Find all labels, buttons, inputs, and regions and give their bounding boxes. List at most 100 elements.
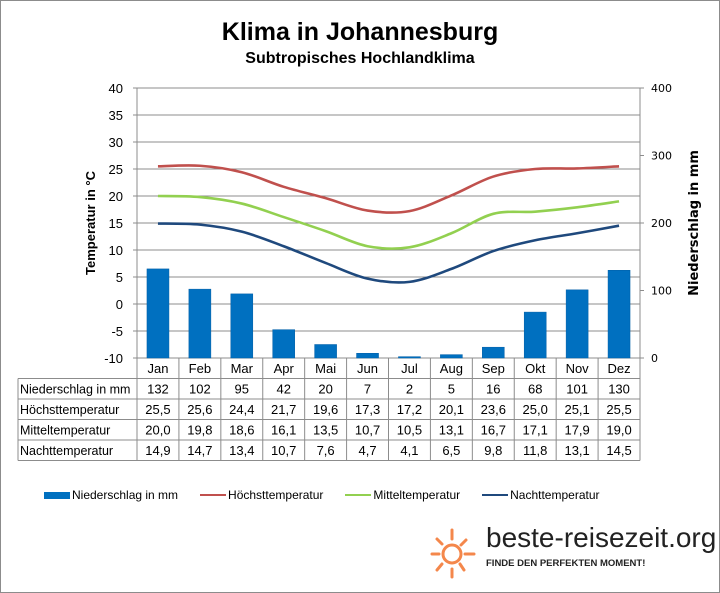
table-cell: 42	[276, 382, 290, 397]
legend-label: Höchsttemperatur	[228, 488, 324, 502]
table-cell: 19,0	[606, 423, 631, 438]
line-höchsttemperatur	[157, 164, 620, 214]
bar-jun	[356, 353, 379, 359]
bar-dez	[607, 270, 631, 359]
logo-text: beste-reisezeit.org	[486, 522, 717, 553]
y-axis-title-left: Temperatur in °C	[83, 170, 98, 275]
logo-tagline: FINDE DEN PERFEKTEN MOMENT!	[486, 558, 646, 569]
month-label-apr: Apr	[274, 361, 295, 376]
chart-subtitle: Subtropisches Hochlandklima	[245, 50, 475, 67]
tick-label-left: 0	[116, 297, 123, 312]
tick-label-left: 25	[109, 162, 123, 177]
bar-mar	[230, 293, 254, 359]
tick-label-right: 200	[651, 217, 672, 230]
bar-nov	[565, 289, 589, 359]
table-cell: 6,5	[442, 443, 460, 458]
table-cell: 101	[566, 382, 588, 397]
table-cell: 16,7	[481, 423, 506, 438]
table-row-label: Nachttemperatur	[20, 444, 113, 458]
table-cell: 20,1	[439, 402, 464, 417]
tick-label-right: 300	[651, 150, 672, 163]
tick-label-left: -10	[104, 351, 123, 366]
table-cell: 17,1	[523, 423, 548, 438]
bar-jan	[146, 268, 170, 359]
tick-label-left: 35	[109, 108, 123, 123]
legend-label: Mitteltemperatur	[373, 488, 461, 502]
month-label-okt: Okt	[525, 361, 546, 376]
table-cell: 4,7	[359, 443, 377, 458]
y-axis-title-right: Niederschlag in mm	[687, 150, 702, 296]
table-row-label: Mitteltemperatur	[20, 424, 110, 438]
month-label-feb: Feb	[189, 361, 211, 376]
table-cell: 2	[406, 382, 413, 397]
table-cell: 20,0	[145, 423, 170, 438]
table-cell: 20	[318, 382, 332, 397]
tick-label-left: -5	[111, 324, 123, 339]
bar-feb	[188, 288, 212, 359]
table-cell: 68	[528, 382, 542, 397]
table-cell: 17,9	[564, 423, 589, 438]
month-label-jan: Jan	[147, 361, 168, 376]
table-cell: 24,4	[229, 402, 254, 417]
legend-swatch	[44, 491, 70, 499]
table-cell: 10,7	[355, 423, 380, 438]
table-cell: 132	[147, 382, 169, 397]
month-label-jul: Jul	[401, 361, 418, 376]
bar-apr	[272, 329, 295, 359]
table-cell: 25,5	[145, 402, 170, 417]
bar-okt	[523, 311, 547, 359]
tick-label-right: 400	[651, 82, 672, 95]
tick-label-left: 30	[109, 135, 123, 150]
legend: Niederschlag in mm Höchsttemperatur Mittel…	[44, 488, 622, 502]
legend-item: Nachttemperatur	[482, 488, 600, 502]
table-cell: 13,4	[229, 443, 254, 458]
tick-label-left: 10	[109, 243, 123, 258]
table-cell: 130	[608, 382, 630, 397]
table-cell: 4,1	[400, 443, 418, 458]
sun-icon	[430, 528, 476, 579]
table-cell: 17,2	[397, 402, 422, 417]
table-cell: 21,7	[271, 402, 296, 417]
tick-label-right: 0	[651, 352, 658, 365]
table-cell: 11,8	[523, 443, 547, 458]
table-cell: 19,6	[313, 402, 338, 417]
table-cell: 13,5	[313, 423, 338, 438]
table-cell: 17,3	[355, 402, 380, 417]
table-cell: 16	[486, 382, 500, 397]
table-cell: 25,6	[187, 402, 212, 417]
month-label-dez: Dez	[607, 361, 630, 376]
table-cell: 102	[189, 382, 211, 397]
legend-label: Niederschlag in mm	[72, 488, 179, 502]
line-nachttemperatur	[157, 222, 620, 284]
line-mitteltemperatur	[157, 194, 620, 250]
table-cell: 18,6	[229, 423, 254, 438]
table-cell: 13,1	[439, 423, 464, 438]
table-cell: 7	[364, 382, 371, 397]
table-cell: 7,6	[317, 443, 335, 458]
bar-sep	[482, 346, 505, 359]
tick-label-left: 40	[109, 81, 123, 96]
table-cell: 5	[448, 382, 455, 397]
table-cell: 13,1	[564, 443, 589, 458]
legend-item: Niederschlag in mm	[44, 488, 178, 502]
legend-swatch	[482, 494, 509, 496]
table-cell: 25,5	[606, 402, 631, 417]
table-cell: 16,1	[271, 423, 296, 438]
month-label-nov: Nov	[566, 361, 590, 376]
tick-label-left: 5	[116, 270, 123, 285]
table-cell: 95	[235, 382, 249, 397]
legend-swatch	[345, 494, 372, 496]
tick-label-left: 20	[109, 189, 123, 204]
month-label-aug: Aug	[440, 361, 463, 376]
tick-label-right: 100	[651, 285, 672, 298]
chart-title: Klima in Johannesburg	[221, 18, 499, 46]
month-label-jun: Jun	[357, 361, 378, 376]
month-label-mar: Mar	[231, 361, 254, 376]
month-label-mai: Mai	[315, 361, 336, 376]
legend-swatch	[200, 494, 227, 496]
bar-aug	[440, 354, 463, 359]
table-cell: 25,1	[564, 402, 589, 417]
bar-jul	[398, 356, 421, 359]
table-cell: 14,5	[606, 443, 631, 458]
